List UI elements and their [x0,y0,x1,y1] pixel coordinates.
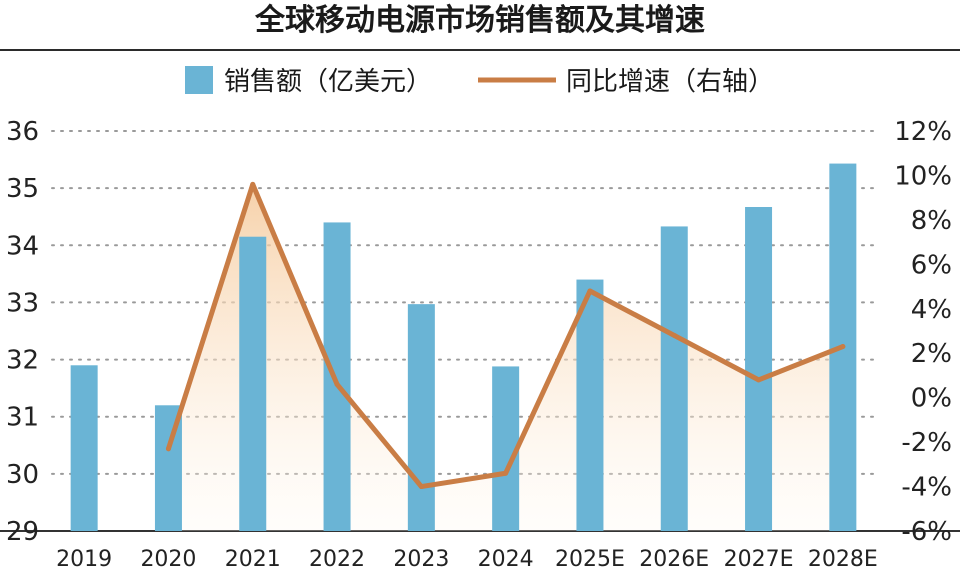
x-tick-label: 2025E [555,547,625,572]
growth-point-2028E [840,344,846,350]
sales-bar-2021 [239,236,267,531]
x-tick-label: 2026E [639,547,709,572]
sales-bar-2022 [323,222,351,531]
x-tick-label: 2024 [478,547,534,572]
sales-bar-2025E [576,279,604,531]
right-tick-label: 4% [911,295,952,325]
growth-point-2021 [250,181,256,187]
growth-point-2025E [587,288,593,294]
left-tick-label: 34 [6,231,39,261]
right-tick-label: -2% [901,428,952,458]
growth-point-2024 [503,470,509,476]
left-tick-label: 33 [6,288,39,318]
right-tick-label: 2% [911,339,952,369]
chart-title: 全球移动电源市场销售额及其增速 [254,3,705,38]
right-tick-label: 12% [894,117,952,147]
x-tick-label: 2022 [309,547,365,572]
legend-label-sales: 销售额（亿美元） [224,67,432,97]
right-tick-label: 10% [894,161,952,191]
sales-bar-2023 [407,304,435,531]
legend-bar-swatch [185,66,213,94]
growth-point-2020 [165,446,171,452]
x-tick-label: 2028E [808,547,878,572]
x-tick-label: 2020 [140,547,196,572]
x-tick-label: 2023 [393,547,449,572]
left-tick-label: 30 [6,460,39,490]
right-tick-label: -4% [901,473,952,503]
sales-bar-2027E [745,207,773,531]
legend: 销售额（亿美元） 同比增速（右轴） [185,66,774,97]
growth-point-2023 [418,484,424,490]
x-axis-ticks: 2019 2020 2021 2022 2023 2024 2025E 2026E 2027E 2… [56,547,878,572]
sales-bar-2026E [660,226,688,531]
x-tick-label: 2021 [225,547,281,572]
right-tick-label: 6% [911,250,952,280]
sales-bars [70,163,857,532]
right-tick-label: 0% [911,384,952,414]
growth-point-2026E [671,332,677,338]
right-tick-label: -6% [901,517,952,547]
left-tick-label: 31 [6,403,39,433]
x-tick-label: 2027E [724,547,794,572]
growth-point-2022 [334,381,340,387]
legend-label-growth: 同比增速（右轴） [566,67,774,97]
left-tick-label: 32 [6,346,39,376]
left-tick-label: 35 [6,174,39,204]
left-tick-label: 29 [6,517,39,547]
right-tick-label: 8% [911,206,952,236]
sales-bar-2019 [70,365,98,531]
right-axis-ticks: -6% -4% -2% 0% 2% 4% 6% 8% 10% 12% [894,117,952,547]
left-axis-ticks: 29 30 31 32 33 34 35 36 [6,117,39,547]
growth-line [165,181,846,490]
left-tick-label: 36 [6,117,39,147]
growth-point-2027E [756,377,762,383]
x-tick-label: 2019 [56,547,112,572]
